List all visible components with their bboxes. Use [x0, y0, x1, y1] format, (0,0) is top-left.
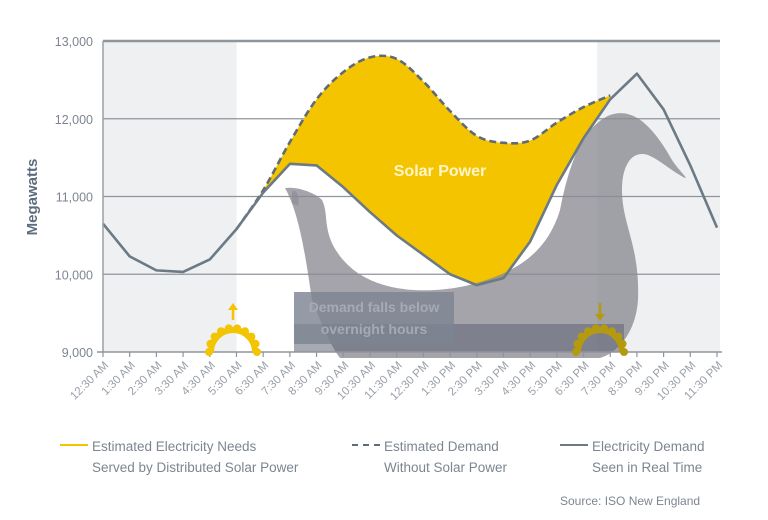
- legend-item-realtime: Electricity Demand Seen in Real Time: [560, 436, 705, 478]
- legend-label-realtime-2: Seen in Real Time: [592, 460, 703, 475]
- legend-label-estimated-1: Estimated Demand: [384, 439, 499, 454]
- sunset-icon: [572, 303, 628, 356]
- callout-text-line2: overnight hours: [321, 321, 428, 337]
- real-time-demand-line: [101, 72, 719, 287]
- legend-item-estimated: Estimated Demand Without Solar Power: [352, 436, 507, 478]
- y-tick-label: 10,000: [55, 268, 93, 282]
- y-tick-label: 12,000: [55, 113, 93, 127]
- solar-power-area: [236, 55, 611, 286]
- duck-curve-chart: Demand falls below overnight hours 9,000…: [24, 35, 725, 403]
- y-tick-label: 11,000: [56, 191, 93, 205]
- callout-box: [294, 292, 454, 344]
- y-axis-label: Megawatts: [24, 159, 41, 236]
- y-tick-label: 9,000: [62, 346, 93, 360]
- sunrise-icon: [205, 303, 261, 356]
- source-note: Source: ISO New England: [560, 494, 701, 508]
- legend-swatch-estimated: [352, 444, 380, 447]
- legend-label-solar-2: Served by Distributed Solar Power: [92, 460, 299, 475]
- legend-swatch-realtime: [560, 444, 588, 447]
- legend-swatch-solar: [60, 444, 88, 447]
- legend-label-realtime-1: Electricity Demand: [592, 439, 705, 454]
- legend-item-solar: Estimated Electricity Needs Served by Di…: [60, 436, 298, 478]
- callout-text-line1: Demand falls below: [309, 299, 440, 315]
- y-tick-label: 13,000: [55, 35, 93, 49]
- legend-label-estimated-2: Without Solar Power: [384, 460, 508, 475]
- legend-label-solar-1: Estimated Electricity Needs: [92, 439, 257, 454]
- solar-power-label: Solar Power: [394, 163, 486, 180]
